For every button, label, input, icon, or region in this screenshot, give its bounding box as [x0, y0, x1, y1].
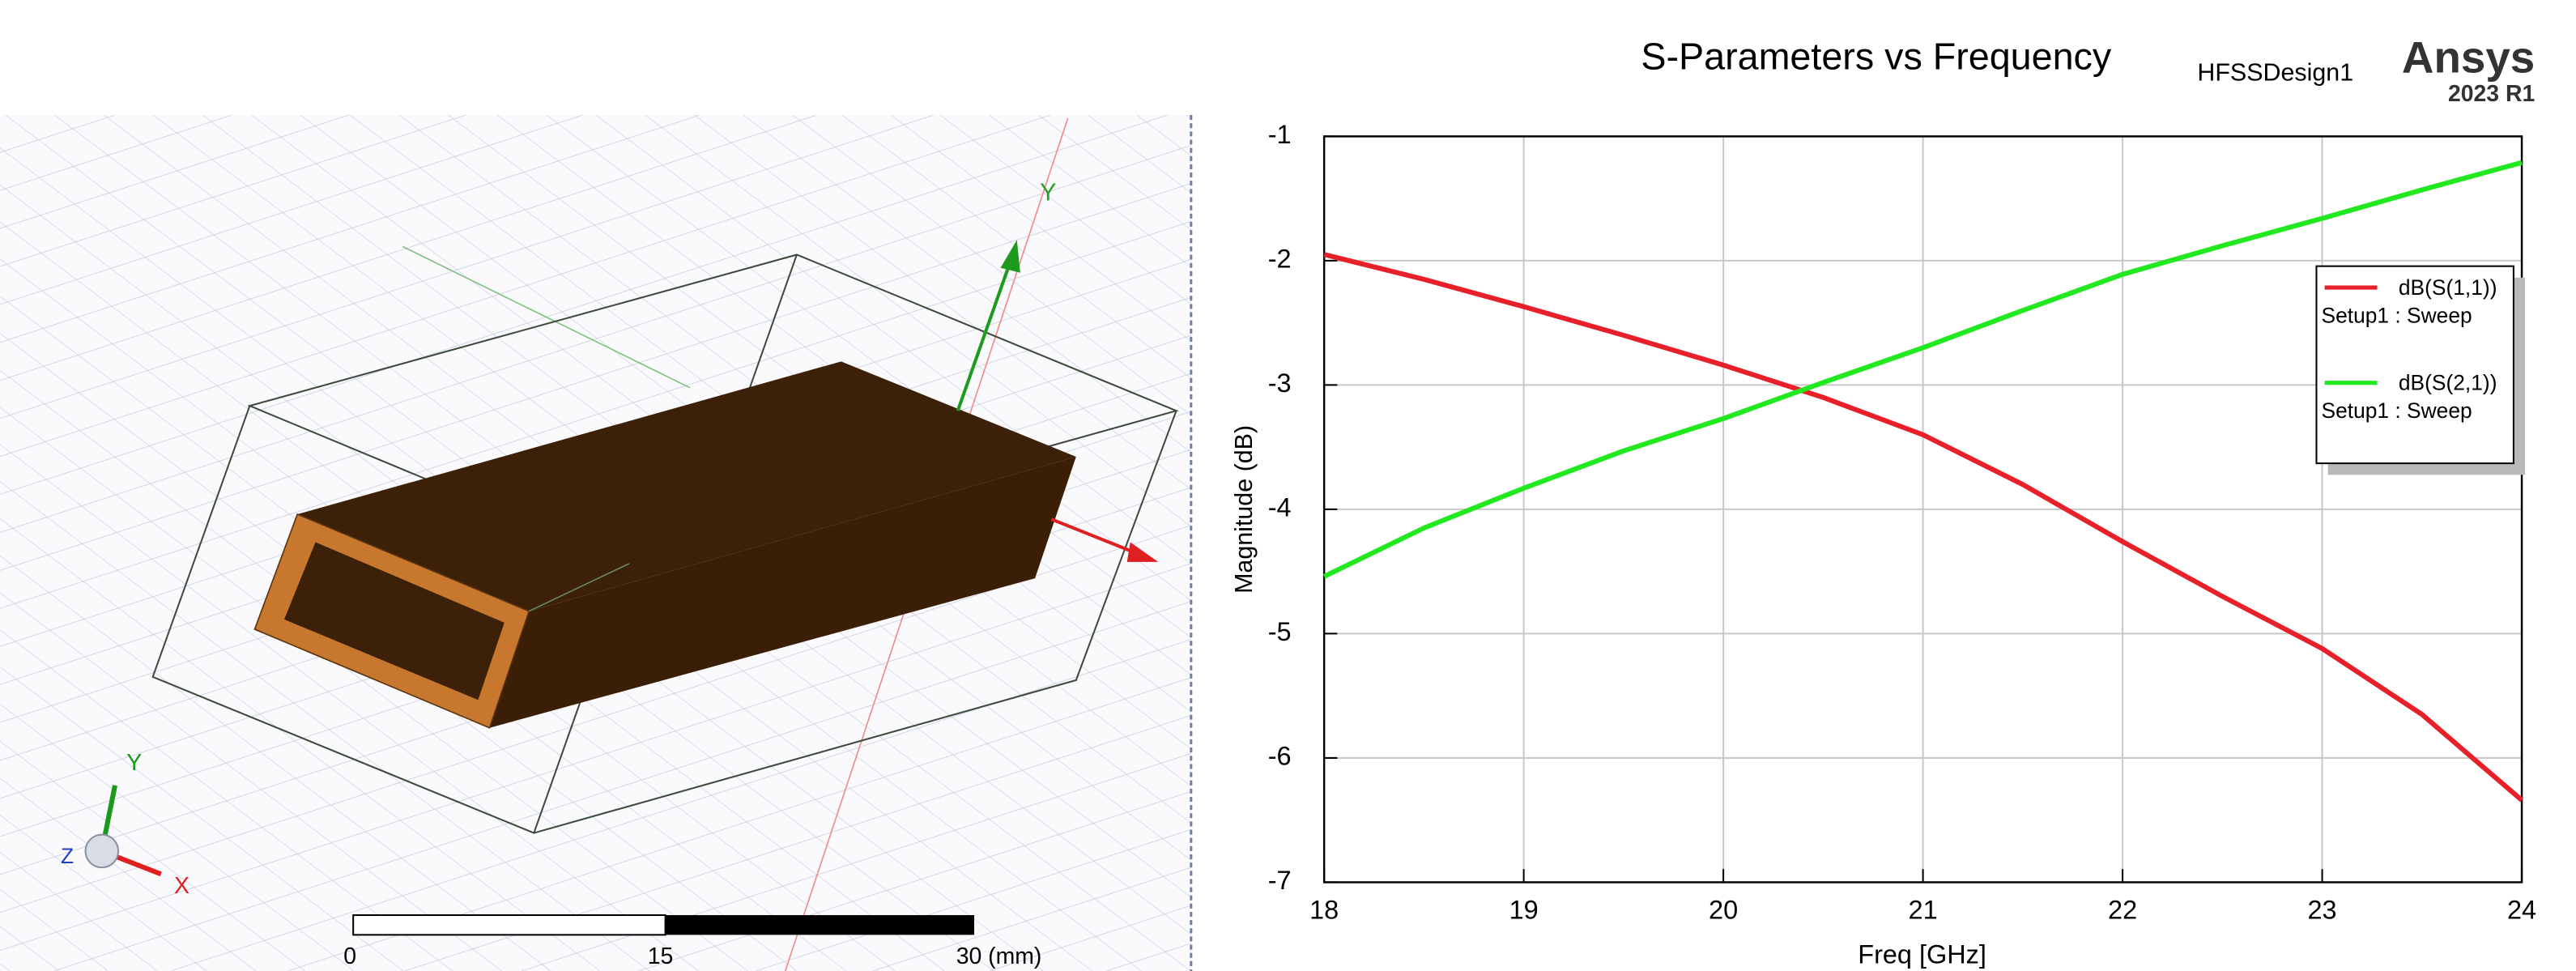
- version: 2023 R1: [2448, 81, 2535, 107]
- scale-bar-light: [353, 915, 665, 935]
- y-tick-label: -5: [1268, 617, 1292, 646]
- y-tick-label: -2: [1268, 244, 1292, 273]
- y-tick-label: -6: [1268, 742, 1292, 771]
- design-name: HFSSDesign1: [2197, 58, 2353, 86]
- y-tick-label: -7: [1268, 866, 1292, 895]
- x-tick-label: 23: [2308, 896, 2337, 925]
- scale-bar-dark: [666, 915, 974, 935]
- model-view: Y Y X Z 0 15 30 (mm): [0, 115, 1191, 971]
- triad-z-label: Z: [61, 844, 74, 868]
- x-tick-label: 19: [1509, 896, 1539, 925]
- brand: Ansys: [2402, 32, 2535, 83]
- scale-label: 0: [343, 943, 356, 969]
- y-tick-label: -1: [1268, 120, 1292, 149]
- y-tick-label: -4: [1268, 492, 1292, 522]
- chart: S-Parameters vs Frequency HFSSDesign1 An…: [1230, 32, 2536, 969]
- x-axis-title: Freq [GHz]: [1858, 939, 1986, 969]
- x-tick-label: 21: [1909, 896, 1938, 925]
- y-axis-label: Y: [1040, 178, 1056, 206]
- triad-x-label: X: [174, 873, 189, 899]
- screenshot: Y Y X Z 0 15 30 (mm) S-Parameters vs Fre…: [0, 0, 2576, 971]
- y-tick-label: -3: [1268, 368, 1292, 398]
- legend-label: dB(S(2,1)): [2399, 371, 2497, 395]
- legend-subtitle: Setup1 : Sweep: [2322, 398, 2472, 423]
- x-tick-label: 22: [2108, 896, 2137, 925]
- triad-origin: [85, 835, 118, 868]
- scale-label: 15: [648, 943, 674, 969]
- legend-label: dB(S(1,1)): [2399, 275, 2497, 300]
- x-tick-label: 24: [2507, 896, 2536, 925]
- x-tick-label: 20: [1709, 896, 1738, 925]
- x-tick-label: 18: [1309, 896, 1339, 925]
- scale-label: 30 (mm): [956, 943, 1042, 969]
- triad-y-label: Y: [126, 750, 142, 776]
- y-axis-title: Magnitude (dB): [1230, 425, 1258, 594]
- legend-subtitle: Setup1 : Sweep: [2322, 304, 2472, 328]
- chart-title: S-Parameters vs Frequency: [1641, 35, 2111, 77]
